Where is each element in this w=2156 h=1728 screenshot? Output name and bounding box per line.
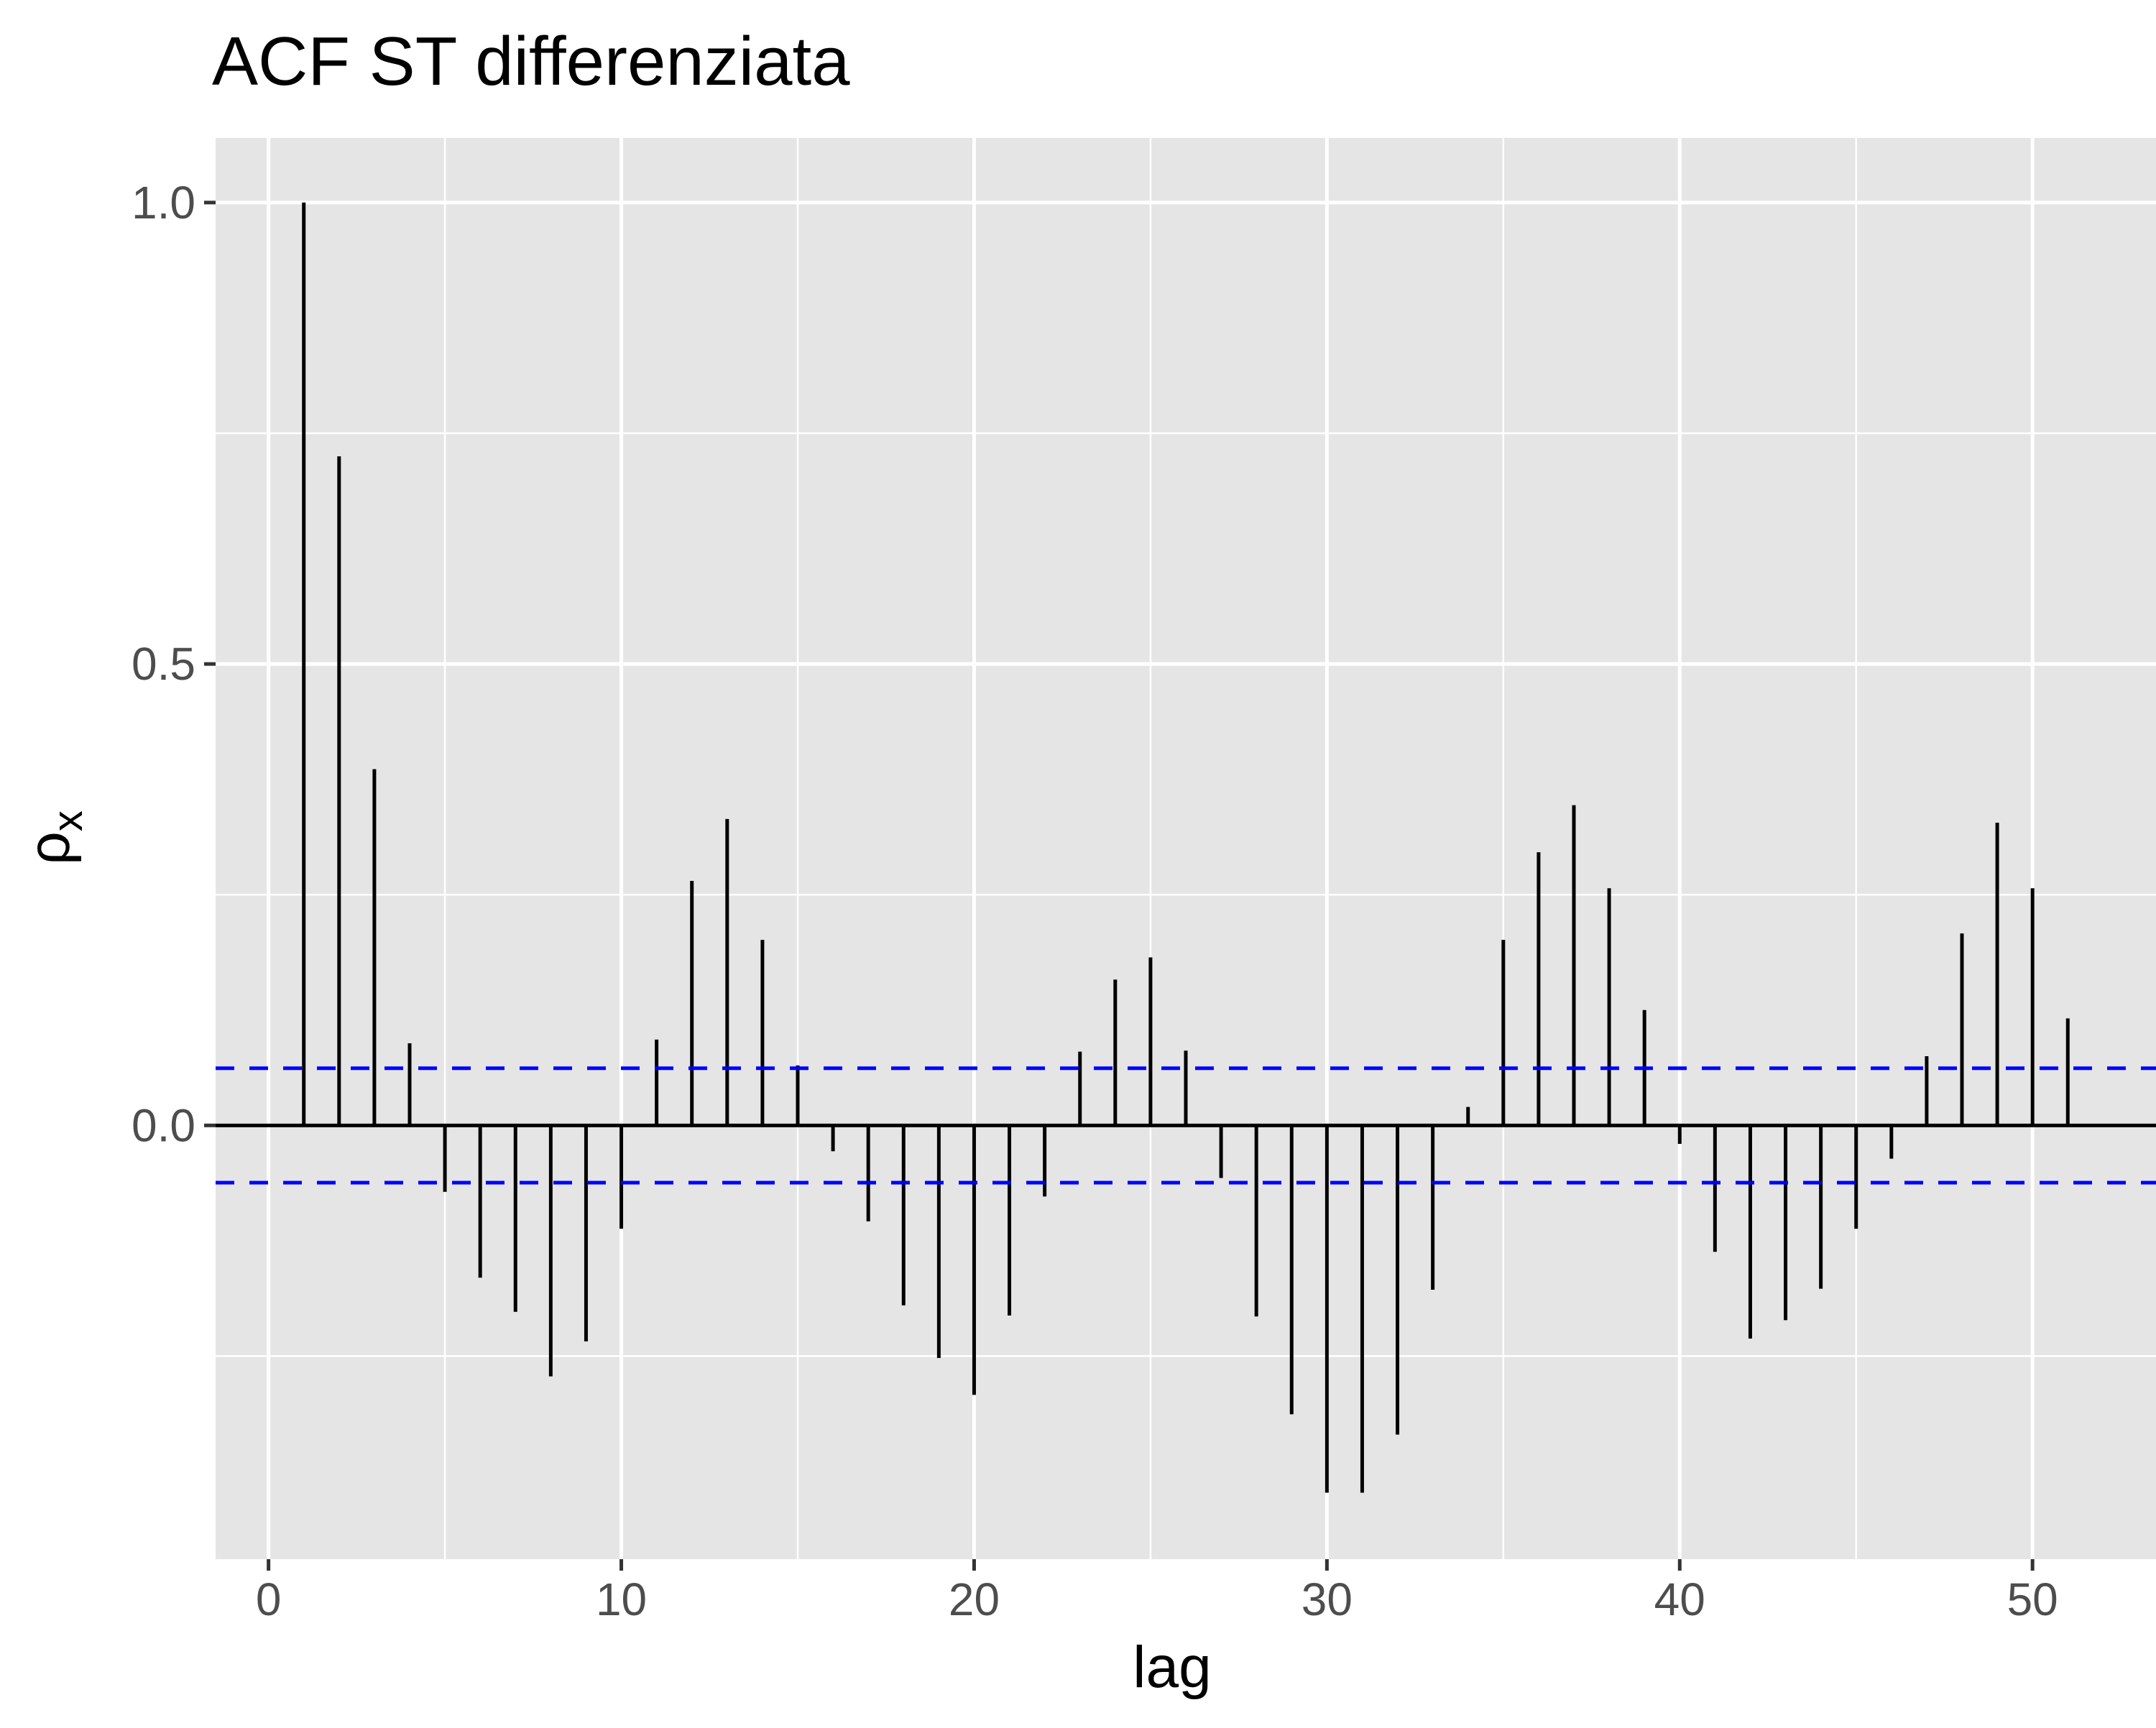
chart-title: ACF ST differenziata [212, 23, 850, 100]
plot-area: 0 10 20 30 40 50 0.0 0.5 1.0 [132, 138, 2156, 1625]
y-axis-title-subscript: x [45, 810, 91, 831]
x-tick-label: 40 [1654, 1574, 1705, 1625]
x-axis-title: lag [1133, 1635, 1211, 1700]
plot-panel [216, 138, 2156, 1559]
x-tick-label: 50 [2007, 1574, 2058, 1625]
x-tick-label: 0 [256, 1574, 282, 1625]
x-tick-label: 30 [1302, 1574, 1353, 1625]
x-tick-label: 10 [596, 1574, 647, 1625]
y-axis-title: ρx [17, 810, 91, 865]
x-tick-label: 20 [949, 1574, 1000, 1625]
y-axis-title-symbol: ρ [17, 831, 82, 865]
y-tick-label: 0.0 [132, 1099, 195, 1151]
y-tick-label: 0.5 [132, 638, 195, 690]
y-tick-label: 1.0 [132, 177, 195, 228]
